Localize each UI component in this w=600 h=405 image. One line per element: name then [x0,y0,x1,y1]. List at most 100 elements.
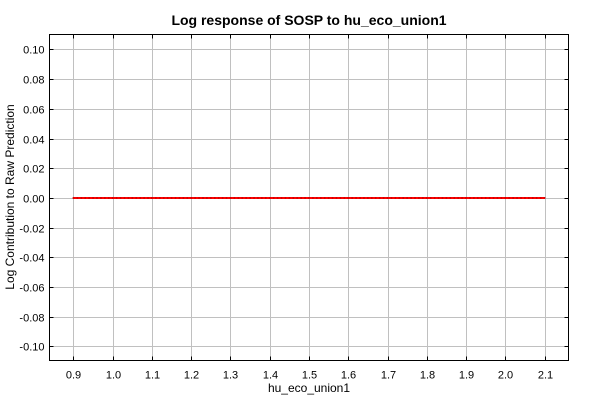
series-point [508,196,511,199]
series-point [205,196,208,199]
series-point [488,196,491,199]
series-point [84,196,87,199]
x-tick-label: 1.0 [106,370,121,382]
series-point [421,196,424,199]
series-point [441,196,444,199]
x-tick-label: 2.1 [538,370,553,382]
y-tick-label: -0.04 [19,253,44,265]
series-point [402,196,405,199]
series-point [241,196,244,199]
series-point [135,196,138,199]
x-tick-label: 1.4 [263,370,278,382]
series-point [292,196,295,199]
y-axis-label: Log Contribution to Raw Prediction [3,104,17,289]
series-point [461,196,464,199]
x-tick-label: 1.8 [420,370,435,382]
series-point [80,196,83,199]
series-point [202,196,205,199]
x-axis-label: hu_eco_union1 [268,381,350,395]
series-point [119,196,122,199]
series-point [535,196,538,199]
x-tick-label: 1.2 [184,370,199,382]
x-tick-label: 1.7 [381,370,396,382]
series-point [492,196,495,199]
series-point [453,196,456,199]
series-point [417,196,420,199]
series-point [445,196,448,199]
series-point [512,196,515,199]
series-point [311,196,314,199]
series-point [308,196,310,199]
series-point [276,196,279,199]
series-point [362,196,365,199]
series-point [300,196,303,199]
series-point [425,196,428,199]
series-point [166,196,169,199]
series-point [127,196,130,199]
series-point [531,196,534,199]
series-point [390,196,393,199]
series-point [194,196,197,199]
series-point [76,196,79,199]
series-point [272,196,275,199]
series-point [123,196,126,199]
x-tick-label: 0.9 [66,370,81,382]
series-point [496,196,499,199]
series-point [413,196,416,199]
series-point [468,196,471,199]
series-point [327,196,330,199]
series-point [182,196,185,199]
series-point [319,196,322,199]
series-point [158,196,161,199]
series-point [288,196,291,199]
series-point [147,196,150,199]
series-point [331,196,334,199]
series-point [178,196,181,199]
series-point [543,196,546,199]
series-point [280,196,283,199]
y-tick-label: 0.02 [23,164,44,176]
series-point [253,196,256,199]
series-point [500,196,503,199]
series-point [217,196,220,199]
y-tick-label: 0.10 [23,45,44,57]
series-point [162,196,165,199]
series-point [378,196,381,199]
series-point [249,196,252,199]
series-point [394,196,397,199]
series-point [382,196,385,199]
series-point [256,196,259,199]
series-point [143,196,146,199]
series-point [539,196,542,199]
series-point [268,196,271,199]
series-point [351,196,354,199]
y-tick-label: -0.02 [19,224,44,236]
series-point [213,196,216,199]
y-tick-label: 0.08 [23,75,44,87]
y-tick-label: 0.04 [23,135,44,147]
series-point [519,196,522,199]
series-point [386,196,389,199]
series-point [186,196,189,199]
series-point [88,196,91,199]
series-point [245,196,248,199]
x-tick-label: 1.5 [302,370,317,382]
series-point [174,196,177,199]
y-tick-label: -0.08 [19,313,44,325]
series-point [527,196,530,199]
series-point [347,196,350,199]
series-point [221,196,224,199]
y-tick-label: 0.06 [23,105,44,117]
x-tick-label: 2.0 [498,370,513,382]
series-point [516,196,519,199]
series-point [480,196,483,199]
series-point [96,196,99,199]
series-point [366,196,369,199]
series-point [323,196,326,199]
series-point [170,196,173,199]
series-point [139,196,142,199]
series-point [343,196,346,199]
series-point [472,196,475,199]
series-point [150,196,153,199]
